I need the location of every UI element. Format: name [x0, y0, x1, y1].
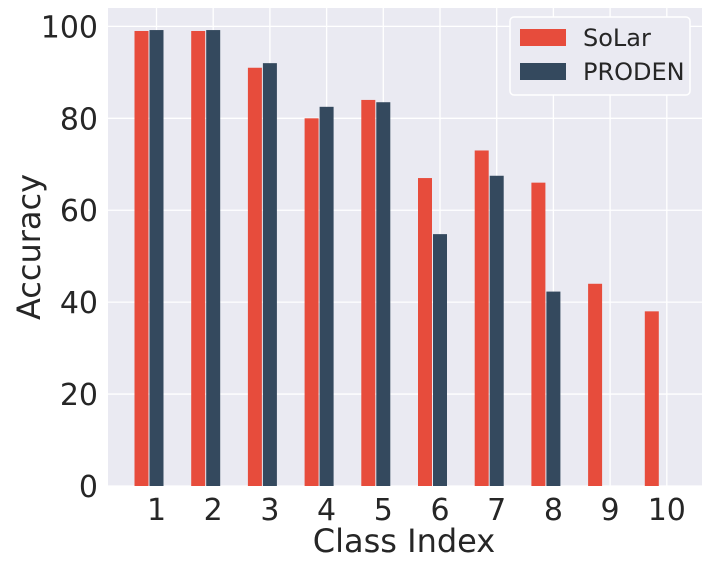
x-tick-label-1: 1: [147, 493, 166, 528]
bar-proden-class-1: [149, 30, 164, 487]
legend-swatch-solar: [520, 29, 566, 46]
x-tick-label-3: 3: [260, 493, 279, 528]
bar-solar-class-9: [588, 283, 603, 486]
y-tick-label-60: 60: [60, 194, 98, 229]
y-tick-label-100: 100: [41, 10, 98, 45]
bar-solar-class-4: [304, 118, 319, 487]
legend-label-proden: PRODEN: [583, 58, 685, 86]
y-tick-labels: 0 20 40 60 80 100: [41, 10, 98, 505]
legend-label-solar: SoLar: [583, 24, 651, 52]
x-tick-label-6: 6: [430, 493, 449, 528]
bar-solar-class-3: [247, 67, 262, 486]
bar-solar-class-6: [418, 178, 432, 487]
bar-proden-class-7: [489, 175, 504, 486]
bar-solar-class-1: [134, 30, 149, 486]
legend-swatch-proden: [520, 63, 566, 80]
x-axis-label: Class Index: [313, 522, 495, 560]
y-tick-label-40: 40: [60, 286, 98, 321]
y-tick-label-80: 80: [60, 102, 98, 137]
y-tick-label-20: 20: [60, 378, 98, 413]
y-tick-label-0: 0: [79, 470, 98, 505]
bar-proden-class-8: [546, 291, 561, 486]
bar-solar-class-8: [531, 182, 546, 486]
x-tick-label-8: 8: [544, 493, 563, 528]
x-tick-label-2: 2: [204, 493, 223, 528]
x-tick-label-4: 4: [317, 493, 336, 528]
bar-solar-class-5: [361, 99, 376, 486]
bar-proden-class-2: [206, 30, 221, 487]
bar-solar-class-10: [644, 311, 659, 486]
bar-proden-class-5: [376, 102, 391, 486]
legend: SoLar PRODEN: [509, 16, 691, 96]
bar-solar-class-2: [191, 30, 206, 486]
bar-solar-class-7: [474, 150, 489, 486]
bar-proden-class-4: [319, 106, 334, 486]
x-tick-label-7: 7: [487, 493, 506, 528]
x-tick-label-5: 5: [374, 493, 393, 528]
x-tick-label-10: 10: [648, 493, 686, 528]
y-axis-label: Accuracy: [10, 174, 48, 320]
bar-proden-class-6: [433, 234, 447, 486]
x-tick-labels: 1 2 3 4 5 6 7 8 9 10: [147, 493, 686, 528]
bar-proden-class-3: [262, 63, 277, 487]
x-tick-label-9: 9: [601, 493, 620, 528]
bars: [134, 30, 659, 487]
